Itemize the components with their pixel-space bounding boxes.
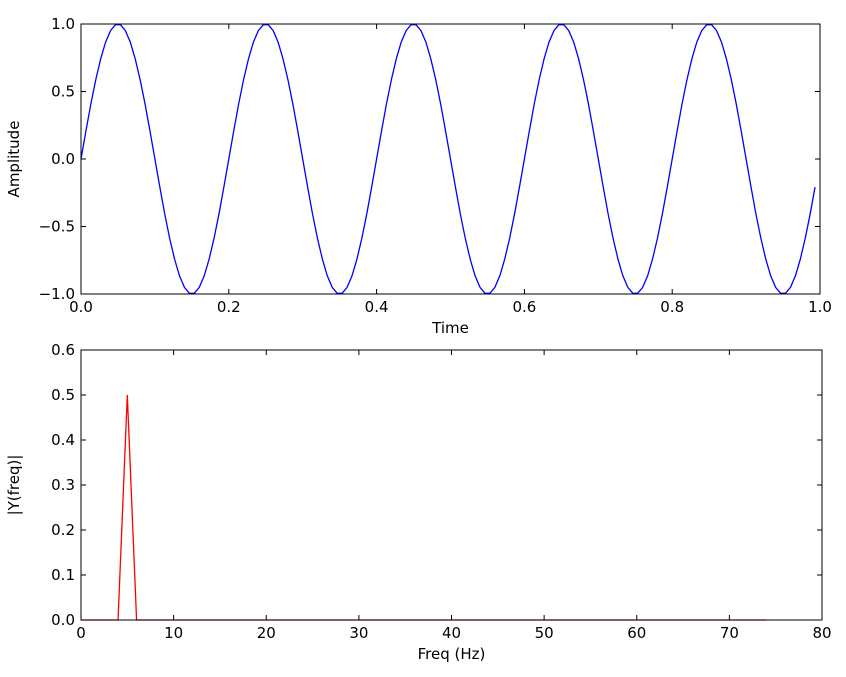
x-tick-label: 70: [720, 624, 739, 642]
y-tick-label: −0.5: [39, 218, 75, 236]
y-tick-label: 0.1: [51, 566, 75, 584]
x-tick-label: 0: [76, 624, 86, 642]
y-tick-label: 0.2: [51, 521, 75, 539]
y-tick-label: 0.3: [51, 476, 75, 494]
x-tick-label: 10: [164, 624, 183, 642]
x-tick-label: 0.4: [365, 298, 389, 316]
y-tick-label: 0.0: [51, 150, 75, 168]
x-tick-label: 50: [535, 624, 554, 642]
x-tick-label: 1.0: [808, 298, 832, 316]
x-tick-label: 0.2: [217, 298, 241, 316]
y-tick-label: 0.5: [51, 386, 75, 404]
x-tick-label: 40: [442, 624, 461, 642]
y-axis-label: Amplitude: [5, 121, 23, 198]
x-tick-label: 80: [812, 624, 831, 642]
x-tick-label: 30: [349, 624, 368, 642]
x-tick-label: 0.8: [660, 298, 684, 316]
y-tick-label: 1.0: [51, 15, 75, 33]
x-tick-label: 0.0: [69, 298, 93, 316]
x-tick-label: 20: [257, 624, 276, 642]
y-axis-label: |Y(freq)|: [5, 455, 23, 516]
y-tick-label: 0.0: [51, 611, 75, 629]
x-tick-label: 0.6: [512, 298, 536, 316]
y-tick-label: 0.5: [51, 83, 75, 101]
y-tick-label: −1.0: [39, 285, 75, 303]
y-tick-label: 0.4: [51, 431, 75, 449]
x-tick-label: 60: [627, 624, 646, 642]
x-axis-label: Time: [431, 319, 469, 337]
x-axis-label: Freq (Hz): [418, 645, 486, 663]
plot-area: [81, 350, 822, 620]
data-line: [80, 24, 816, 294]
y-tick-label: 0.6: [51, 341, 75, 359]
